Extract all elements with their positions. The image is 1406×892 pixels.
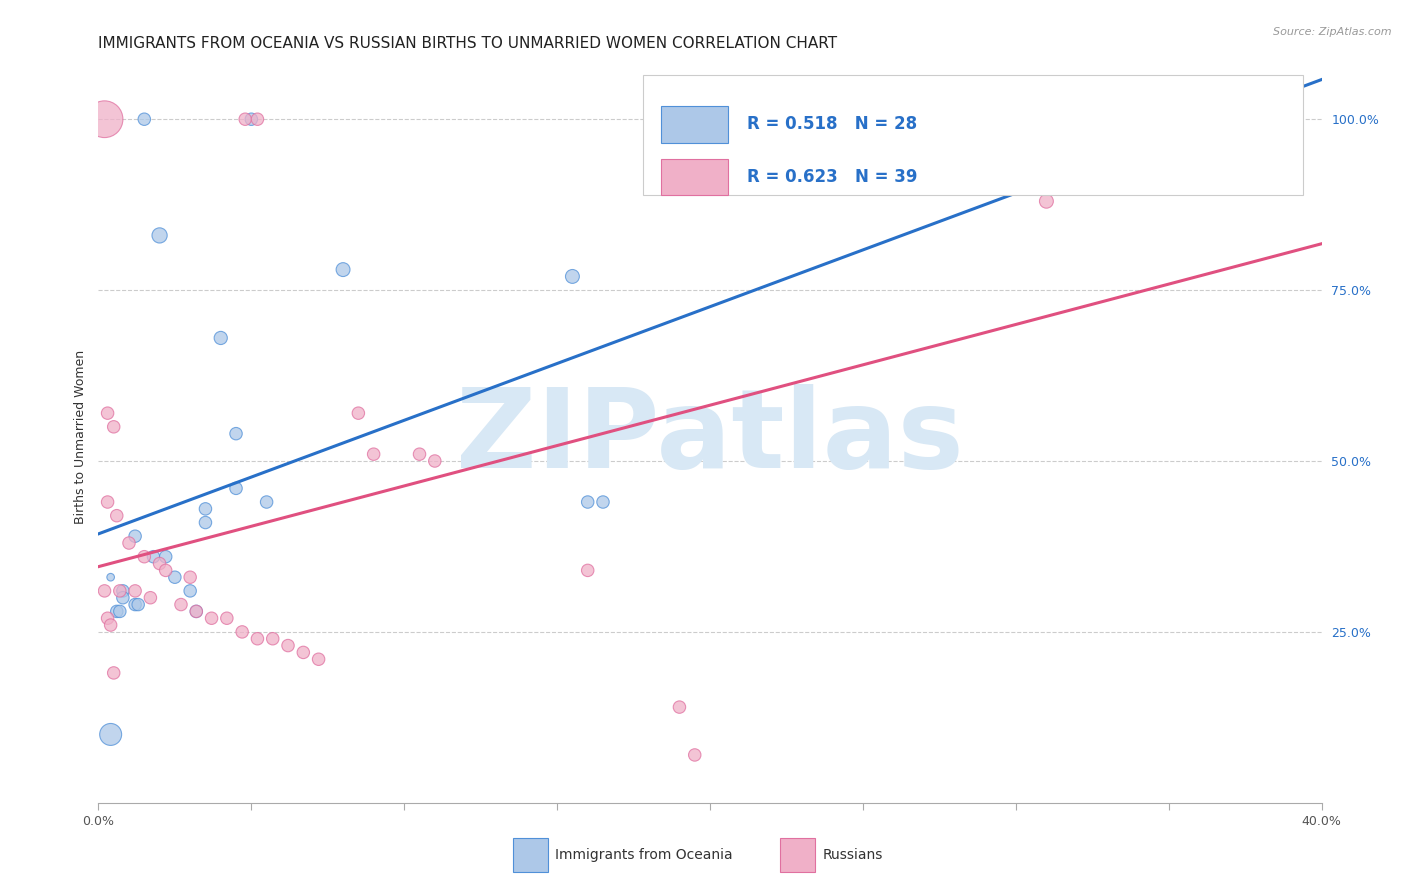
Point [256,495,278,509]
Text: IMMIGRANTS FROM OCEANIA VS RUSSIAN BIRTHS TO UNMARRIED WOMEN CORRELATION CHART: IMMIGRANTS FROM OCEANIA VS RUSSIAN BIRTH… [98,36,838,51]
Point [163,570,186,584]
Point [179,570,201,584]
FancyBboxPatch shape [643,75,1303,195]
Point [194,501,217,516]
Point [97,611,120,625]
Text: Russians: Russians [823,848,883,863]
Point [277,639,299,653]
Point [592,495,614,509]
Point [1157,112,1180,127]
Text: ZIPatlas: ZIPatlas [456,384,965,491]
Point [262,632,284,646]
Point [246,112,269,127]
Point [105,604,128,618]
Point [108,583,131,598]
Point [347,406,370,420]
Point [363,447,385,461]
Point [100,570,122,584]
Point [292,645,315,659]
Point [124,529,146,543]
Point [111,591,134,605]
FancyBboxPatch shape [661,159,728,195]
Point [108,604,131,618]
FancyBboxPatch shape [661,106,728,143]
Point [561,269,583,284]
Point [225,481,247,495]
Point [194,516,217,530]
Point [134,549,156,564]
Point [423,454,446,468]
Point [118,536,141,550]
Point [408,447,430,461]
Point [668,700,690,714]
FancyBboxPatch shape [780,838,815,872]
Point [97,495,120,509]
Point [200,611,222,625]
Point [93,112,115,127]
Point [209,331,232,345]
Point [155,563,177,577]
Point [149,557,172,571]
Point [97,406,120,420]
Text: R = 0.623   N = 39: R = 0.623 N = 39 [747,168,917,186]
Point [100,618,122,632]
Point [332,262,354,277]
Point [170,598,193,612]
Point [576,563,599,577]
Point [111,583,134,598]
Point [186,604,208,618]
Point [246,632,269,646]
Point [127,598,149,612]
FancyBboxPatch shape [513,838,548,872]
Point [134,112,156,127]
Point [576,495,599,509]
Point [240,112,263,127]
Point [149,228,172,243]
Point [103,665,125,680]
Point [1035,194,1057,209]
Point [93,583,115,598]
Text: Immigrants from Oceania: Immigrants from Oceania [555,848,733,863]
Point [155,549,177,564]
Point [231,624,253,639]
Text: Source: ZipAtlas.com: Source: ZipAtlas.com [1274,27,1392,37]
Point [215,611,238,625]
Point [308,652,330,666]
Text: R = 0.518   N = 28: R = 0.518 N = 28 [747,115,917,134]
Y-axis label: Births to Unmarried Women: Births to Unmarried Women [75,350,87,524]
Point [1264,112,1286,127]
Point [1035,160,1057,174]
Point [105,508,128,523]
Point [683,747,706,762]
Point [233,112,256,127]
Point [103,420,125,434]
Point [139,591,162,605]
Point [100,727,122,741]
Point [124,598,146,612]
Point [179,583,201,598]
Point [124,583,146,598]
Point [225,426,247,441]
Point [142,549,165,564]
Point [186,604,208,618]
